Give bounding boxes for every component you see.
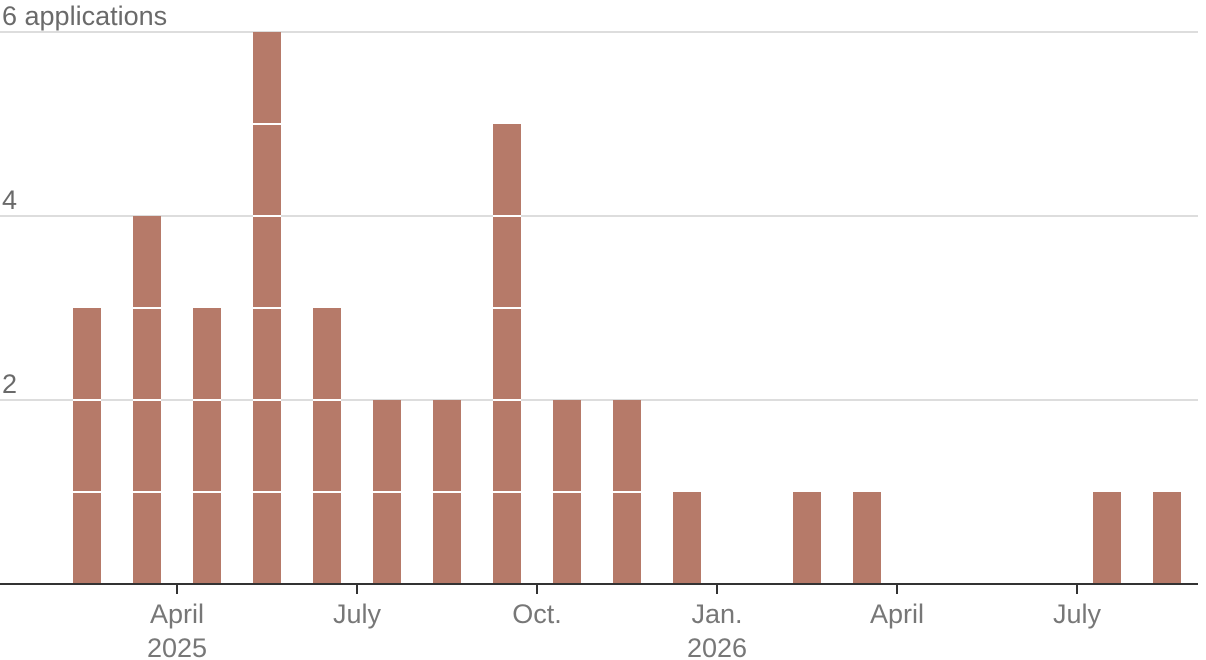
y-tick-label: 2	[2, 369, 17, 399]
bar-rect	[1093, 492, 1121, 584]
x-tick-label: April	[870, 599, 924, 629]
bar	[193, 308, 221, 584]
x-tick-label: Jan.	[691, 599, 742, 629]
bar	[133, 216, 161, 584]
bar-rect	[313, 308, 341, 584]
bar-rect	[853, 492, 881, 584]
bars	[73, 32, 1181, 584]
bar	[553, 400, 581, 584]
bar-rect	[673, 492, 701, 584]
bar-rect	[493, 124, 521, 584]
bar	[313, 308, 341, 584]
x-tick-year-label: 2026	[687, 633, 747, 660]
bar	[433, 400, 461, 584]
bar	[613, 400, 641, 584]
bar	[673, 492, 701, 584]
bar	[493, 124, 521, 584]
bar	[73, 308, 101, 584]
bar-rect	[1153, 492, 1181, 584]
x-tick-label: Oct.	[512, 599, 562, 629]
y-tick-label: 6 applications	[2, 1, 167, 31]
x-tick-label: April	[150, 599, 204, 629]
x-tick-labels: April 2025 July Oct. Jan. 2026 April July	[147, 599, 1102, 660]
bar	[793, 492, 821, 584]
x-axis	[0, 583, 1198, 594]
x-tick-label: July	[1053, 599, 1102, 629]
bar	[1153, 492, 1181, 584]
bar	[853, 492, 881, 584]
gridlines	[0, 31, 1198, 401]
bar	[253, 32, 281, 584]
y-tick-label: 4	[2, 185, 17, 215]
x-tick-label: July	[333, 599, 382, 629]
bar	[1093, 492, 1121, 584]
bar-rect	[73, 308, 101, 584]
bar	[373, 400, 401, 584]
bar-rect	[793, 492, 821, 584]
y-tick-labels: 2 4 6 applications	[2, 1, 167, 399]
bar-rect	[193, 308, 221, 584]
x-tick-year-label: 2025	[147, 633, 207, 660]
